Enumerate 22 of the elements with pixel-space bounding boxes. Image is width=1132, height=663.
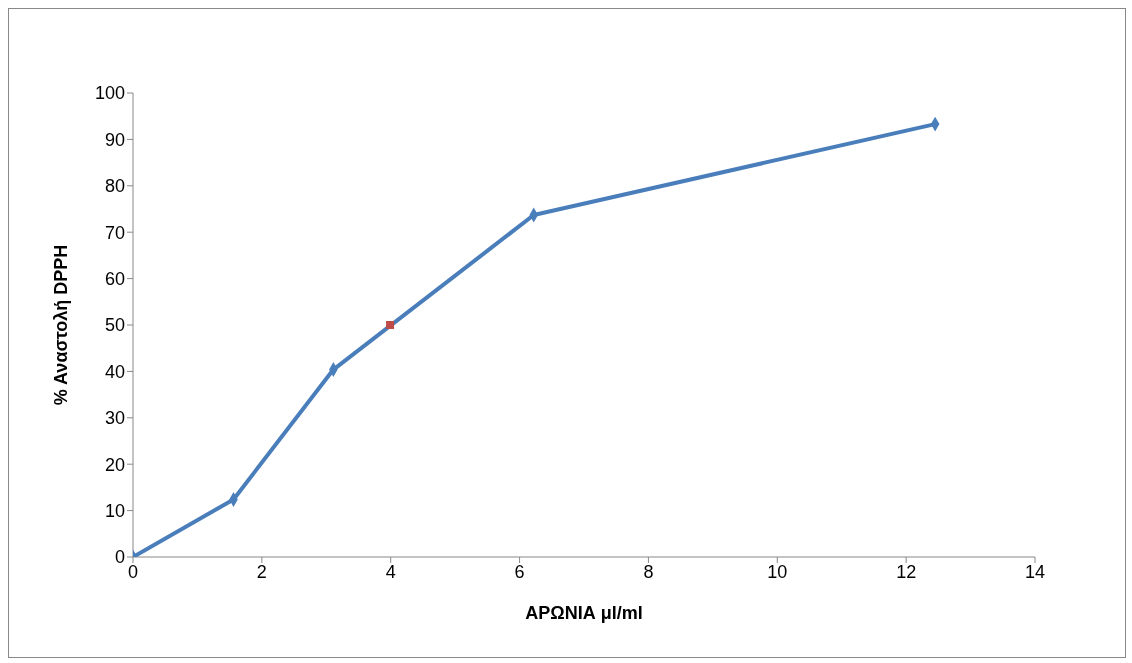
x-tick-label: 10 — [767, 561, 788, 582]
x-tick-label: 0 — [127, 561, 139, 582]
y-tick-label: 90 — [104, 129, 125, 150]
x-axis-title: ΑΡΩΝΙΑ μl/ml — [525, 603, 643, 623]
x-tick-label: 4 — [385, 561, 396, 582]
y-tick-label: 60 — [104, 268, 125, 289]
x-tick-label: 6 — [514, 561, 525, 582]
y-tick-label: 70 — [104, 222, 125, 243]
y-tick-label: 40 — [104, 361, 125, 382]
y-tick-label: 30 — [104, 408, 125, 429]
point — [386, 321, 395, 329]
y-axis-title: % Αναστολή DPPH — [51, 244, 72, 406]
x-tick-label: 14 — [1024, 561, 1046, 582]
y-tick-label: 100 — [94, 83, 125, 104]
y-tick-label: 80 — [104, 176, 125, 197]
y-tick-label: 0 — [114, 547, 125, 568]
y-tick-label: 10 — [104, 500, 125, 521]
y-tick-label: 20 — [104, 454, 125, 475]
x-tick-label: 2 — [256, 561, 267, 582]
x-tick-label: 12 — [896, 561, 917, 582]
y-tick-label: 50 — [104, 315, 125, 336]
x-tick-label: 8 — [643, 561, 654, 582]
